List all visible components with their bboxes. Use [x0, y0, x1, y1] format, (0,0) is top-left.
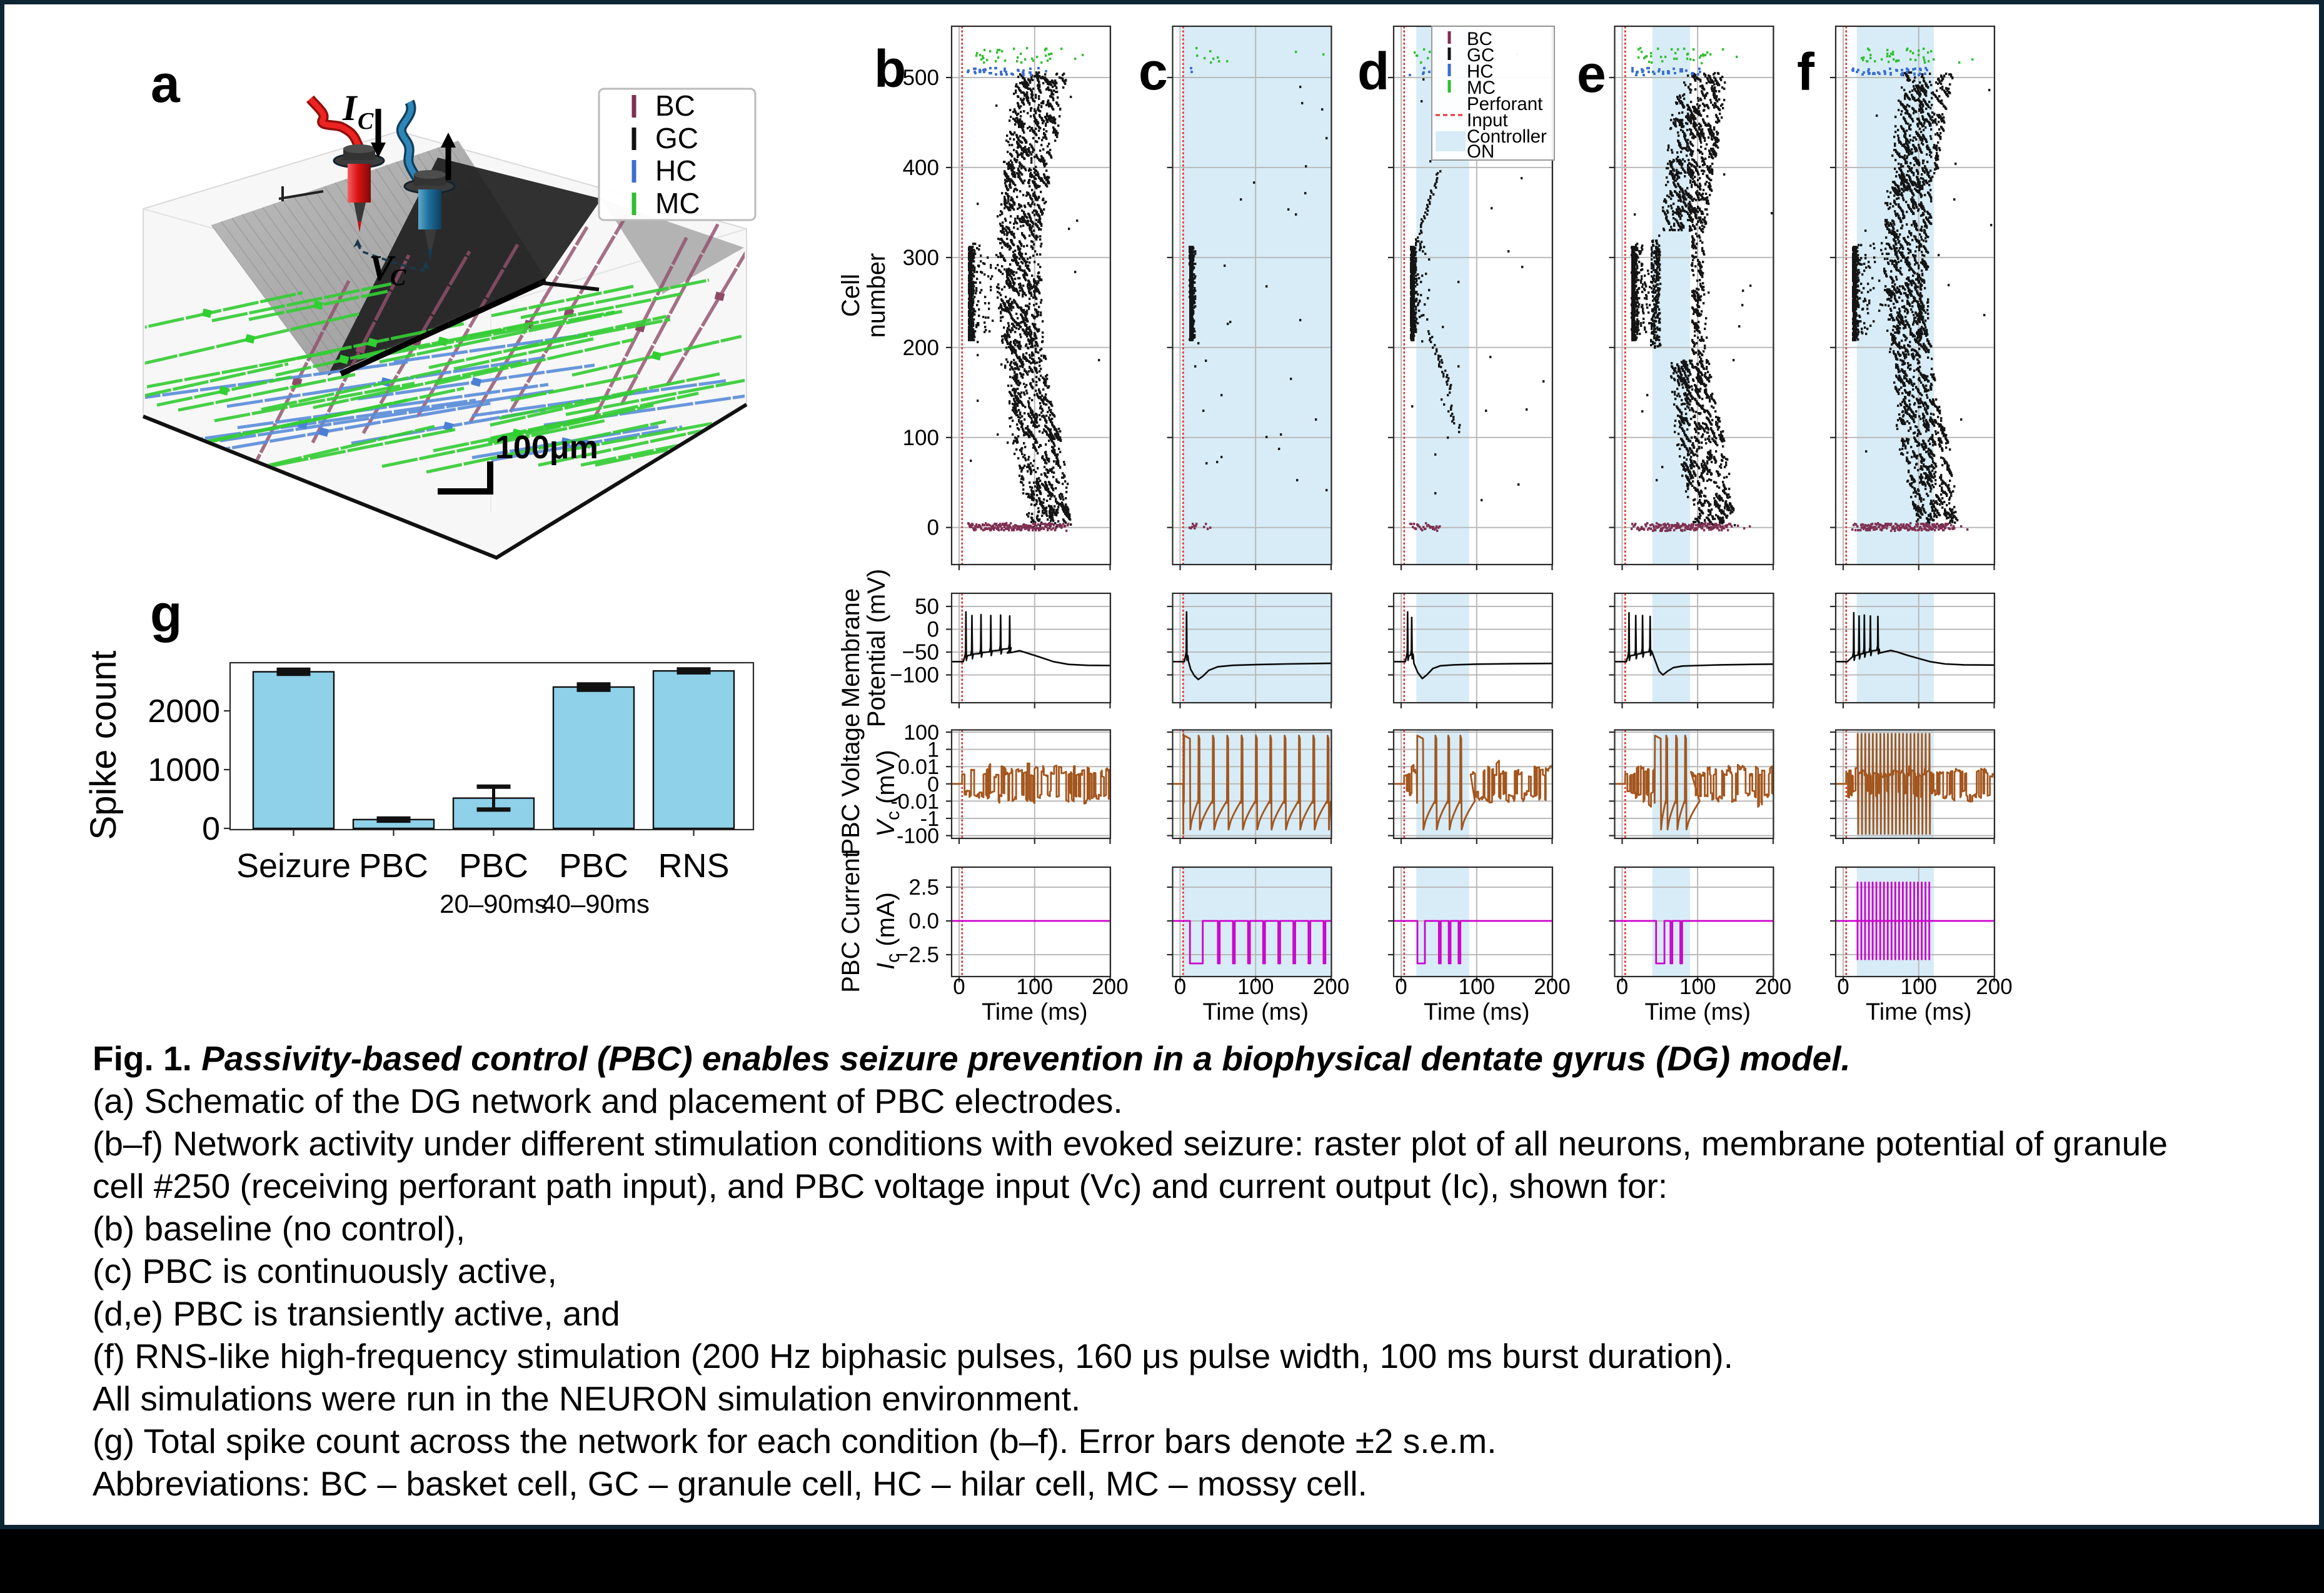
svg-text:Time (ms): Time (ms) — [1424, 999, 1530, 1025]
svg-text:100: 100 — [1901, 975, 1937, 999]
svg-text:0: 0 — [1174, 975, 1186, 999]
svg-text:Seizure: Seizure — [236, 847, 351, 885]
svg-text:0: 0 — [202, 811, 220, 847]
svg-text:0: 0 — [927, 773, 939, 796]
svg-text:f: f — [1797, 43, 1815, 101]
svg-text:RNS: RNS — [658, 847, 729, 885]
svg-text:a: a — [151, 54, 181, 113]
svg-text:0: 0 — [927, 516, 939, 540]
svg-text:C: C — [390, 264, 406, 291]
svg-text:ON: ON — [1467, 141, 1494, 162]
svg-text:Abbreviations: BC – basket cel: Abbreviations: BC – basket cell, GC – gr… — [93, 1464, 1367, 1503]
svg-text:200: 200 — [903, 336, 939, 360]
svg-text:PBC Voltage: PBC Voltage — [837, 713, 865, 855]
svg-text:g: g — [150, 584, 182, 643]
svg-text:40–90ms: 40–90ms — [541, 889, 650, 918]
svg-text:PBC Current: PBC Current — [837, 851, 865, 993]
svg-text:(f) RNS-like high-frequency st: (f) RNS-like high-frequency stimulation … — [93, 1337, 1733, 1375]
svg-text:Fig. 1. Passivity-based contro: Fig. 1. Passivity-based control (PBC) en… — [93, 1039, 1851, 1078]
svg-text:b: b — [874, 39, 906, 98]
svg-text:100: 100 — [903, 721, 939, 745]
svg-text:100: 100 — [1459, 975, 1495, 999]
svg-text:Vc (mV): Vc (mV) — [872, 750, 903, 837]
svg-text:0: 0 — [953, 975, 965, 999]
svg-text:Membrane: Membrane — [837, 588, 865, 708]
svg-text:-0.01: -0.01 — [891, 790, 940, 813]
svg-text:number: number — [863, 253, 890, 338]
svg-text:cell #250 (receiving perforant: cell #250 (receiving perforant path inpu… — [93, 1167, 1668, 1205]
svg-text:BC: BC — [1467, 29, 1492, 49]
svg-text:0: 0 — [1837, 975, 1849, 999]
svg-text:0: 0 — [1616, 975, 1628, 999]
svg-text:400: 400 — [903, 156, 939, 180]
svg-text:200: 200 — [1313, 975, 1349, 999]
svg-text:100: 100 — [903, 426, 939, 450]
svg-text:(b) baseline (no control),: (b) baseline (no control), — [93, 1209, 465, 1248]
svg-text:(b–f) Network activity under d: (b–f) Network activity under different s… — [93, 1124, 2168, 1163]
svg-text:-1: -1 — [920, 807, 939, 831]
svg-text:PBC: PBC — [459, 847, 528, 885]
svg-text:500: 500 — [903, 66, 939, 90]
svg-text:Time (ms): Time (ms) — [1866, 999, 1972, 1025]
svg-text:Time (ms): Time (ms) — [982, 999, 1088, 1025]
svg-text:I: I — [342, 88, 358, 128]
svg-text:MC: MC — [655, 187, 700, 219]
svg-text:200: 200 — [1755, 975, 1791, 999]
svg-text:−50: −50 — [902, 640, 939, 665]
svg-text:Input: Input — [1467, 110, 1508, 131]
svg-text:Time (ms): Time (ms) — [1202, 999, 1309, 1025]
svg-text:Cell: Cell — [837, 274, 865, 317]
svg-text:e: e — [1577, 44, 1606, 103]
svg-text:100: 100 — [1017, 975, 1053, 999]
svg-text:HC: HC — [655, 154, 697, 187]
svg-text:200: 200 — [1976, 975, 2012, 999]
svg-text:50: 50 — [915, 595, 939, 619]
svg-text:(d,e) PBC is transiently activ: (d,e) PBC is transiently active, and — [93, 1294, 620, 1333]
svg-text:HC: HC — [1467, 61, 1494, 82]
svg-text:BC: BC — [655, 89, 695, 122]
svg-text:200: 200 — [1092, 975, 1128, 999]
svg-text:Ic (mA): Ic (mA) — [872, 892, 903, 970]
svg-text:2000: 2000 — [148, 693, 220, 730]
svg-text:−2.5: −2.5 — [896, 943, 939, 967]
svg-text:-100: -100 — [897, 825, 939, 848]
svg-text:c: c — [1139, 42, 1168, 101]
svg-text:100: 100 — [1679, 975, 1716, 999]
svg-text:0.0: 0.0 — [908, 909, 939, 933]
svg-text:1000: 1000 — [148, 752, 220, 788]
svg-text:All simulations were run in th: All simulations were run in the NEURON s… — [93, 1379, 1080, 1418]
svg-text:1: 1 — [927, 738, 939, 762]
svg-text:−100: −100 — [890, 663, 939, 688]
svg-text:GC: GC — [1467, 45, 1494, 66]
svg-text:(c) PBC is continuously active: (c) PBC is continuously active, — [93, 1252, 557, 1290]
svg-text:PBC: PBC — [359, 847, 428, 885]
svg-text:0: 0 — [927, 618, 939, 642]
svg-text:Potential (mV): Potential (mV) — [863, 569, 890, 727]
svg-text:Controller: Controller — [1467, 126, 1547, 147]
svg-text:100: 100 — [1237, 975, 1274, 999]
svg-text:200: 200 — [1534, 975, 1570, 999]
svg-text:20–90ms: 20–90ms — [440, 889, 548, 918]
svg-text:0.01: 0.01 — [898, 755, 939, 779]
svg-text:GC: GC — [655, 122, 698, 154]
svg-text:PBC: PBC — [559, 847, 628, 885]
svg-text:Perforant: Perforant — [1467, 94, 1542, 114]
svg-text:Spike count: Spike count — [83, 650, 124, 840]
svg-text:(a) Schematic of the DG networ: (a) Schematic of the DG network and plac… — [93, 1082, 1123, 1120]
svg-text:C: C — [358, 108, 374, 134]
svg-text:V: V — [369, 248, 396, 288]
svg-text:100μm: 100μm — [495, 430, 598, 466]
svg-text:Time (ms): Time (ms) — [1644, 999, 1751, 1025]
svg-text:(g) Total spike count across t: (g) Total spike count across the network… — [93, 1422, 1497, 1460]
svg-text:300: 300 — [903, 246, 939, 270]
svg-text:2.5: 2.5 — [908, 875, 939, 900]
svg-text:0: 0 — [1395, 975, 1407, 999]
svg-text:d: d — [1357, 42, 1389, 101]
svg-text:MC: MC — [1467, 78, 1496, 98]
